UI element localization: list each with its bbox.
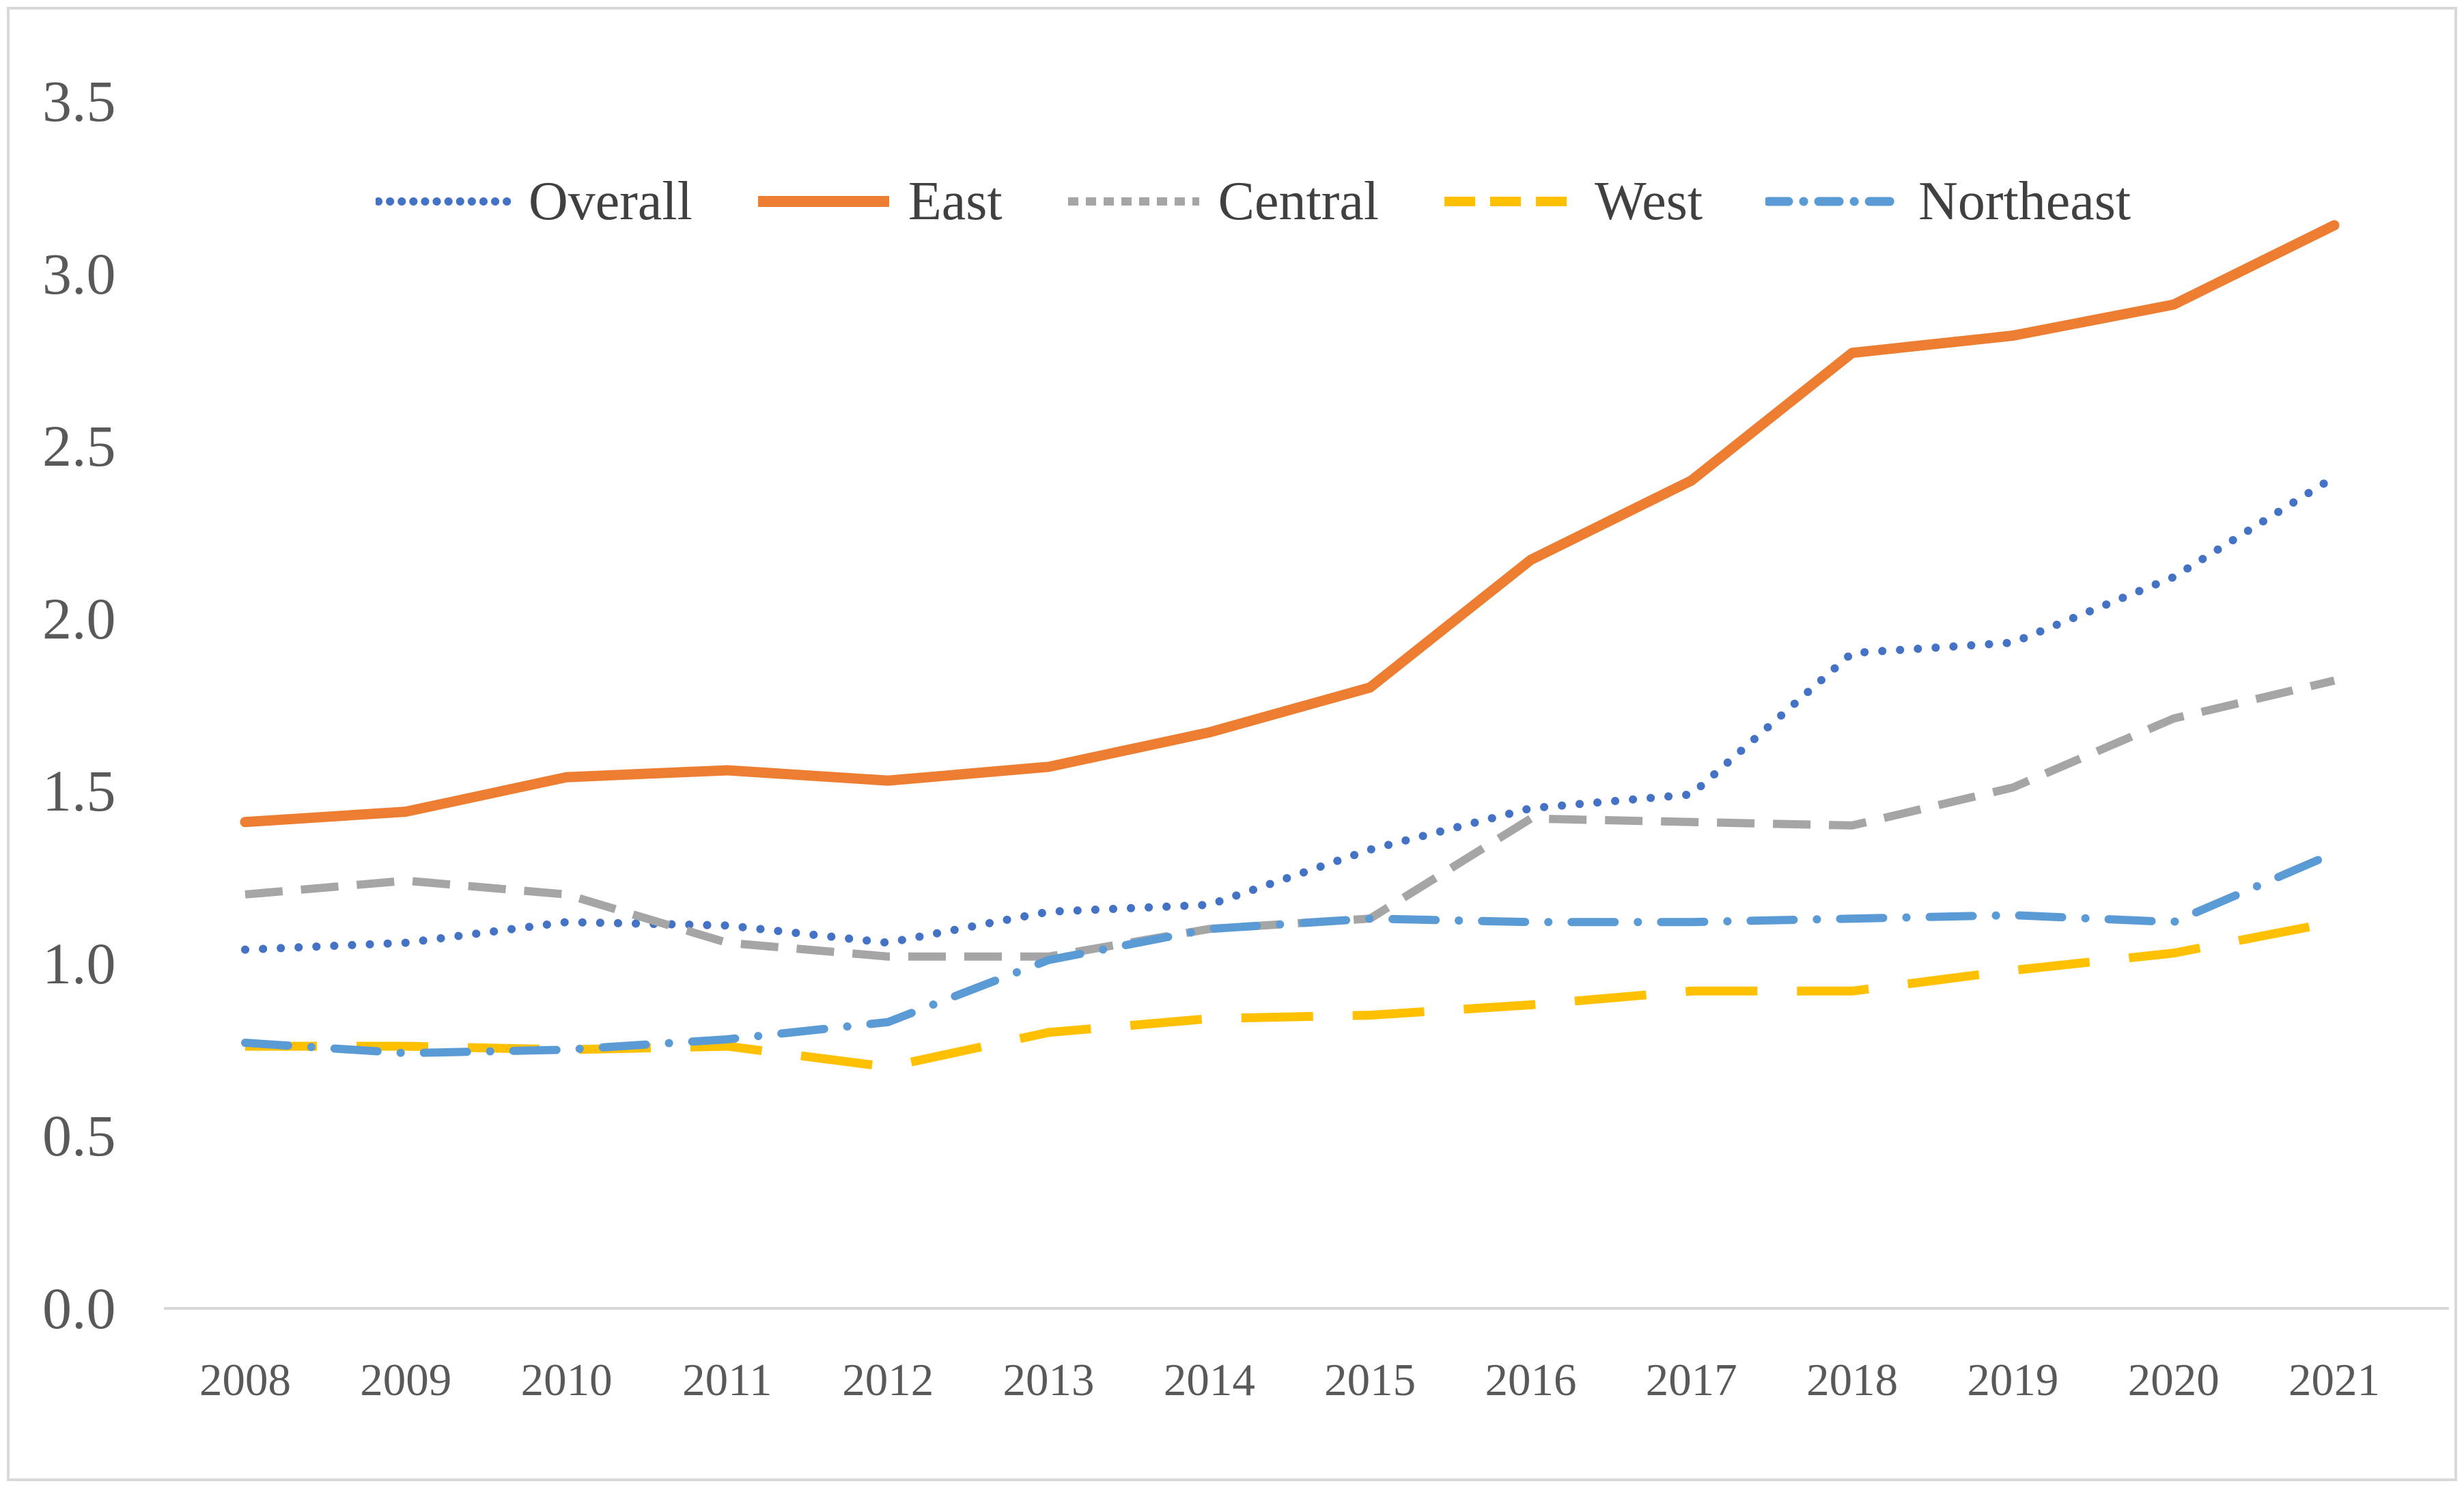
legend-item-overall: Overall — [376, 173, 692, 230]
legend-line-sample-overall — [376, 197, 512, 206]
y-axis-tick-label: 2.5 — [42, 413, 116, 479]
series-line-central — [244, 676, 2336, 961]
legend-label-central: Central — [1218, 171, 1380, 231]
x-axis-tick-label: 2021 — [2288, 1355, 2381, 1405]
y-axis-tick-label: 1.0 — [42, 930, 116, 996]
legend-item-northeast: Northeast — [1765, 173, 2131, 230]
y-axis-tick-label: 0.5 — [42, 1103, 116, 1169]
legend-item-west: West — [1442, 173, 1703, 230]
x-axis-tick-label: 2008 — [199, 1355, 291, 1405]
legend-label-west: West — [1595, 171, 1703, 231]
series-line-overall — [241, 473, 2339, 954]
legend-label-overall: Overall — [529, 171, 692, 231]
legend-line-sample-central — [1067, 197, 1199, 206]
legend-label-northeast: Northeast — [1918, 171, 2131, 231]
x-axis-tick-label: 2020 — [2127, 1355, 2220, 1405]
x-axis-tick-label: 2019 — [1967, 1355, 2059, 1405]
x-axis-tick-label: 2013 — [1003, 1355, 1095, 1405]
x-axis-tick-label: 2011 — [682, 1355, 772, 1405]
legend-line-sample-east — [757, 196, 889, 207]
legend-label-east: East — [908, 171, 1003, 231]
y-axis-tick-label: 1.5 — [42, 758, 116, 824]
x-axis-tick-label: 2017 — [1645, 1355, 1737, 1405]
y-axis-tick-label: 2.0 — [42, 585, 116, 651]
legend-item-east: East — [755, 173, 1003, 230]
x-axis-line — [164, 1307, 2449, 1310]
series-line-northeast — [241, 849, 2339, 1058]
x-axis-tick-label: 2016 — [1485, 1355, 1577, 1405]
x-axis-tick-label: 2018 — [1806, 1355, 1899, 1405]
x-axis-tick-label: 2012 — [842, 1355, 934, 1405]
chart-legend: Overall East Central West Northeast — [376, 169, 2131, 234]
x-axis-tick-label: 2014 — [1163, 1355, 1255, 1405]
y-axis-tick-label: 3.5 — [42, 68, 116, 134]
legend-item-central: Central — [1065, 173, 1379, 230]
x-axis-tick-label: 2010 — [520, 1355, 613, 1405]
legend-line-sample-northeast — [1765, 197, 1903, 206]
x-axis-tick-label: 2015 — [1324, 1355, 1416, 1405]
y-axis-tick-label: 3.0 — [42, 240, 116, 307]
series-line-west — [245, 917, 2336, 1071]
legend-line-sample-west — [1444, 197, 1576, 206]
series-line-east — [240, 220, 2340, 828]
y-axis-tick-label: 0.0 — [42, 1276, 116, 1341]
x-axis-tick-label: 2009 — [360, 1355, 452, 1405]
